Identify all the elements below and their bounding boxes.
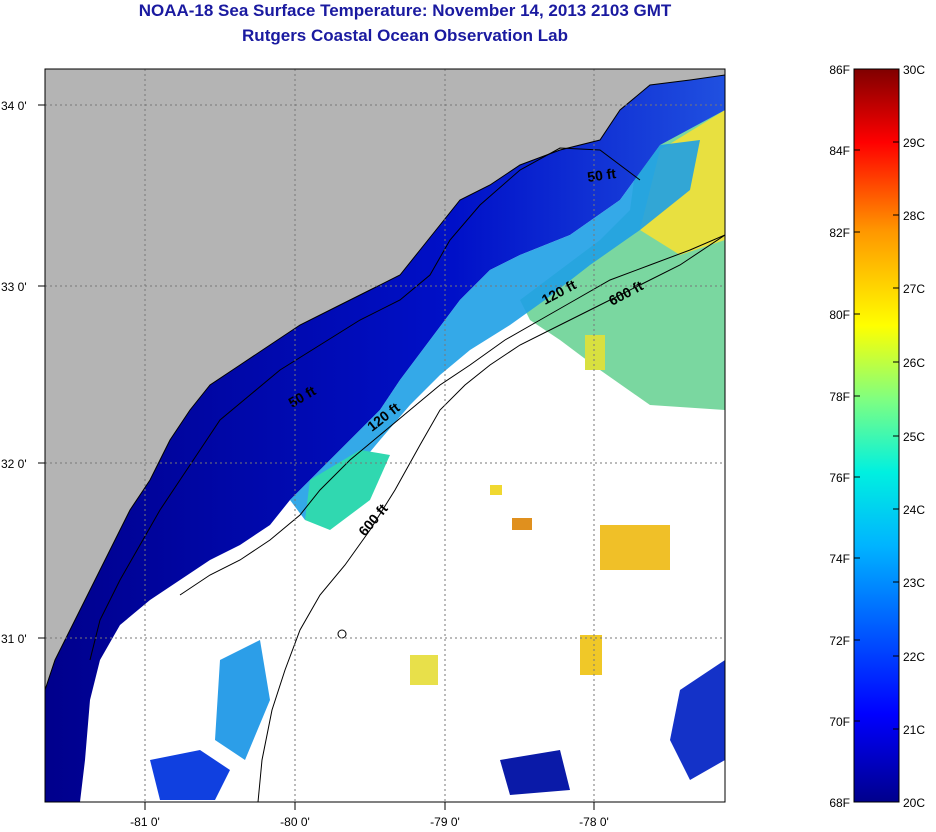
colorbar-f-label: 74F [829,552,850,566]
land-mass [45,69,725,690]
colorbar-c-label: 26C [903,356,925,370]
colorbar: 86F 84F 82F 80F 78F 76F 74F 72F 70F 68F … [829,63,925,810]
warm-patch [600,525,670,570]
colorbar-f-label: 86F [829,63,850,77]
lat-axis: 34 0' 33 0' 32 0' 31 0' [1,99,45,646]
colorbar-f-label: 70F [829,715,850,729]
warm-patch [490,485,502,495]
cold-patch [150,750,230,800]
teal-patch [305,450,390,530]
colorbar-c-label: 29C [903,136,925,150]
colorbar-c-label: 20C [903,796,925,810]
colorbar-c-label: 25C [903,430,925,444]
isobath-600ft [257,234,725,802]
colorbar-f-label: 68F [829,796,850,810]
colorbar-c-label: 24C [903,503,925,517]
map-subtitle: Rutgers Coastal Ocean Observation Lab [242,26,568,45]
lon-tick-label: -80 0' [280,815,310,829]
lat-tick-label: 32 0' [1,457,27,471]
lon-axis: -81 0' -80 0' -79 0' -78 0' [130,802,609,829]
colorbar-f-label: 80F [829,308,850,322]
lat-tick-label: 33 0' [1,280,27,294]
warm-patch [410,655,438,685]
lat-tick-label: 31 0' [1,632,27,646]
colorbar-f-label: 76F [829,471,850,485]
colorbar-c-label: 22C [903,650,925,664]
colorbar-f-label: 78F [829,390,850,404]
warm-patch [585,335,605,370]
cold-patch [500,750,570,795]
lon-tick-label: -81 0' [130,815,160,829]
colorbar-f-label: 72F [829,634,850,648]
colorbar-c-label: 28C [903,209,925,223]
cold-patch [670,660,725,780]
map-frame [44,68,726,803]
colorbar-c-label: 27C [903,282,925,296]
cold-patch [215,640,270,760]
lon-tick-label: -78 0' [579,815,609,829]
colorbar-gradient [853,68,900,803]
colorbar-f-label: 82F [829,226,850,240]
colorbar-f-label: 84F [829,144,850,158]
lon-tick-label: -79 0' [430,815,460,829]
colorbar-c-label: 21C [903,723,925,737]
colorbar-c-label: 30C [903,63,925,77]
warm-patch [580,635,602,675]
isobath-120ft [179,234,725,596]
colorbar-c-label: 23C [903,576,925,590]
map-title: NOAA-18 Sea Surface Temperature: Novembe… [138,1,672,20]
coastline [45,74,725,691]
warm-patch [512,518,532,530]
isobath-50ft [89,147,641,661]
graticule [45,69,725,802]
lat-tick-label: 34 0' [1,99,27,113]
